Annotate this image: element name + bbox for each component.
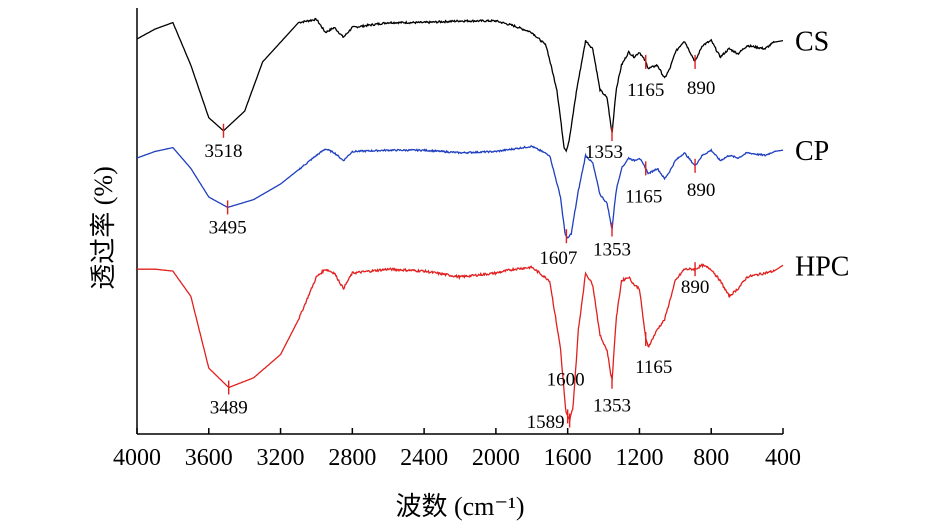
x-tick-label: 400 <box>765 445 801 471</box>
y-axis-title: 透过率 (%) <box>89 166 118 289</box>
peak-label: 1607 <box>539 248 577 269</box>
peak-label: 890 <box>687 180 716 201</box>
x-tick-label: 4000 <box>113 445 161 471</box>
series-line-cp <box>136 144 784 239</box>
x-tick-label: 1600 <box>544 445 592 471</box>
x-tick-label: 3600 <box>185 445 233 471</box>
series-label-hpc: HPC <box>795 251 849 282</box>
x-tick-label: 2000 <box>472 445 520 471</box>
series-layer <box>136 17 784 423</box>
peak-label: 1165 <box>635 357 672 378</box>
peak-label: 1353 <box>593 240 631 261</box>
x-tick-label: 2800 <box>328 445 376 471</box>
peak-label: 1353 <box>593 396 631 417</box>
x-axis-title: 波数 (cm⁻¹) <box>395 492 524 521</box>
peak-label: 1589 <box>527 412 565 433</box>
series-label-cp: CP <box>795 136 829 167</box>
peak-label: 890 <box>687 78 716 99</box>
axes <box>136 8 783 435</box>
peak-label: 1165 <box>625 186 662 207</box>
peak-label: 3518 <box>204 141 242 162</box>
x-tick-label: 800 <box>693 445 729 471</box>
series-labels: CS CP HPC <box>795 27 849 283</box>
series-label-cs: CS <box>795 27 829 58</box>
x-tick-label: 1200 <box>615 445 663 471</box>
x-tick-label: 3200 <box>257 445 305 471</box>
series-line-hpc <box>137 263 784 423</box>
peak-label: 1600 <box>547 370 585 391</box>
peak-label: 3489 <box>210 398 248 419</box>
x-tick-label: 2400 <box>400 445 448 471</box>
series-line-cs <box>136 17 784 153</box>
x-ticks: 4000 3600 3200 2800 2400 2000 1600 1200 800 400 <box>113 428 801 471</box>
peak-label: 1165 <box>627 80 664 101</box>
peak-label: 890 <box>681 277 710 298</box>
peak-label: 3495 <box>209 217 247 238</box>
peak-label: 1353 <box>585 142 623 163</box>
